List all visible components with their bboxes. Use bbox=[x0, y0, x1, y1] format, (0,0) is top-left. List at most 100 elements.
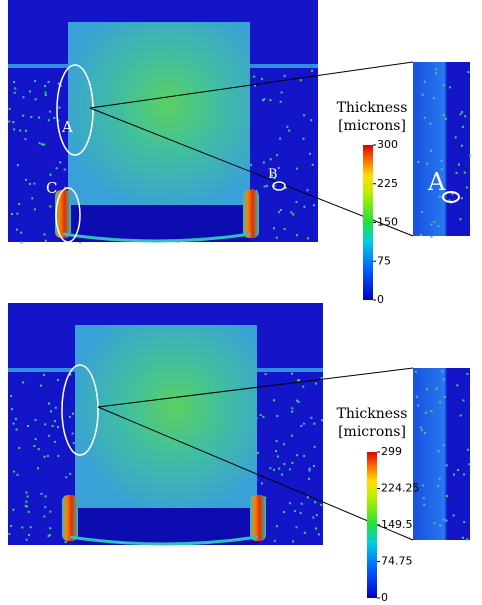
speckle bbox=[53, 117, 56, 120]
speckle bbox=[49, 527, 52, 530]
speckle bbox=[420, 233, 423, 236]
speckle bbox=[461, 536, 464, 539]
speckle bbox=[462, 399, 465, 402]
speckle bbox=[311, 69, 314, 72]
speckle bbox=[262, 99, 265, 102]
speckle bbox=[49, 510, 52, 513]
speckle bbox=[312, 516, 315, 519]
speckle bbox=[443, 395, 446, 398]
speckle bbox=[253, 75, 256, 78]
speckle bbox=[54, 440, 57, 443]
speckle bbox=[38, 142, 41, 145]
speckle bbox=[313, 445, 316, 448]
speckle bbox=[312, 204, 315, 207]
speckle bbox=[264, 373, 267, 376]
speckle bbox=[419, 426, 422, 429]
speckle bbox=[253, 84, 256, 87]
speckle bbox=[59, 84, 62, 87]
speckle bbox=[440, 159, 443, 162]
speckle bbox=[293, 510, 296, 513]
speckle bbox=[423, 431, 426, 434]
speckle bbox=[321, 419, 324, 422]
speckle bbox=[459, 414, 462, 417]
speckle bbox=[445, 464, 448, 467]
speckle bbox=[12, 422, 15, 425]
speckle bbox=[18, 446, 21, 449]
speckle bbox=[437, 225, 440, 228]
speckle bbox=[425, 388, 428, 391]
speckle bbox=[456, 384, 459, 387]
speckle bbox=[273, 539, 276, 542]
speckle bbox=[302, 137, 305, 140]
speckle bbox=[457, 469, 460, 472]
speckle bbox=[27, 534, 30, 537]
speckle bbox=[469, 154, 472, 157]
speckle bbox=[445, 519, 448, 522]
speckle bbox=[13, 81, 16, 84]
speckle bbox=[264, 496, 267, 499]
speckle bbox=[275, 236, 278, 239]
speckle bbox=[43, 455, 46, 458]
speckle bbox=[467, 71, 470, 74]
speckle bbox=[272, 227, 275, 230]
speckle bbox=[423, 503, 426, 506]
zoom-line bbox=[97, 406, 414, 541]
speckle bbox=[44, 423, 47, 426]
speckle bbox=[54, 406, 57, 409]
speckle bbox=[13, 128, 16, 131]
speckle bbox=[24, 504, 27, 507]
speckle bbox=[461, 125, 464, 128]
speckle bbox=[303, 114, 306, 117]
speckle bbox=[69, 373, 72, 376]
speckle bbox=[16, 212, 19, 215]
colorbar-title: [microns] bbox=[338, 424, 406, 440]
colorbar-title: Thickness bbox=[337, 406, 408, 422]
speckle bbox=[288, 468, 291, 471]
speckle bbox=[273, 177, 276, 180]
speckle bbox=[303, 454, 306, 457]
speckle bbox=[72, 442, 75, 445]
speckle bbox=[432, 97, 435, 100]
speckle bbox=[44, 91, 47, 94]
speckle bbox=[273, 399, 276, 402]
speckle bbox=[250, 163, 253, 166]
speckle bbox=[18, 203, 21, 206]
speckle bbox=[28, 182, 31, 185]
speckle bbox=[306, 237, 309, 240]
speckle bbox=[423, 116, 426, 119]
speckle bbox=[26, 495, 29, 498]
zoom-line bbox=[89, 107, 414, 237]
speckle bbox=[44, 239, 47, 242]
speckle bbox=[43, 515, 46, 518]
speckle bbox=[27, 510, 30, 513]
speckle bbox=[442, 114, 445, 117]
specimen bbox=[68, 22, 250, 205]
speckle bbox=[460, 197, 463, 200]
speckle bbox=[263, 98, 266, 101]
speckle bbox=[24, 138, 27, 141]
speckle bbox=[25, 538, 28, 541]
speckle bbox=[466, 448, 469, 451]
speckle bbox=[55, 167, 58, 170]
speckle bbox=[309, 152, 312, 155]
speckle bbox=[463, 473, 466, 476]
speckle bbox=[439, 524, 442, 527]
speckle bbox=[47, 535, 50, 538]
speckle bbox=[8, 532, 11, 535]
speckle bbox=[283, 462, 286, 465]
speckle bbox=[10, 408, 13, 411]
speckle bbox=[28, 90, 31, 93]
speckle bbox=[24, 178, 27, 181]
speckle bbox=[300, 425, 303, 428]
speckle bbox=[295, 526, 298, 529]
speckle bbox=[315, 514, 318, 517]
speckle bbox=[49, 173, 52, 176]
speckle bbox=[33, 444, 36, 447]
speckle bbox=[37, 467, 40, 470]
highlight-ellipse bbox=[55, 187, 81, 243]
speckle bbox=[282, 443, 285, 446]
speckle bbox=[286, 125, 289, 128]
speckle bbox=[461, 111, 464, 114]
speckle bbox=[34, 438, 37, 441]
speckle bbox=[259, 414, 262, 417]
